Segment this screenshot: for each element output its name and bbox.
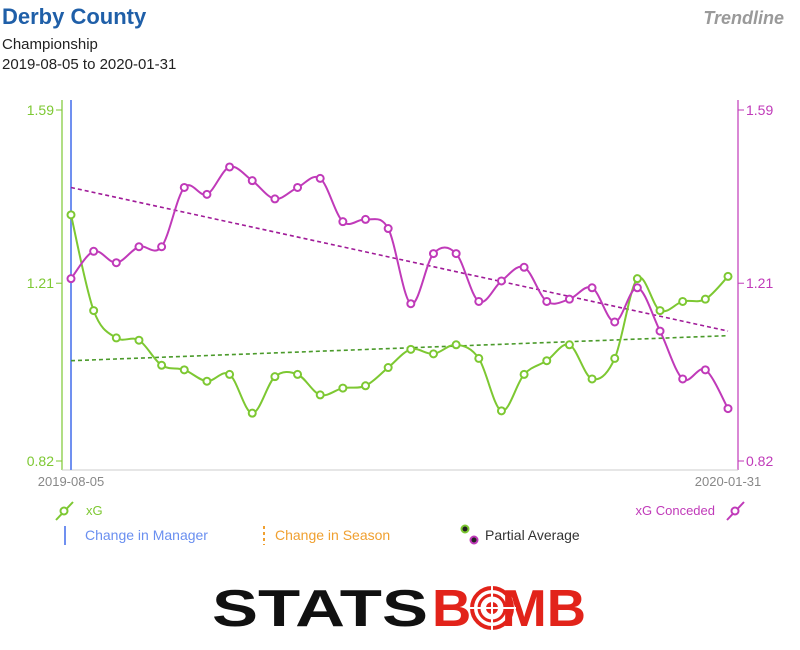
- xg-conceded-point[interactable]: [542, 296, 552, 306]
- xg-conceded-point[interactable]: [655, 326, 665, 336]
- partial-average-icon-green: [460, 524, 470, 534]
- xg-conceded-point[interactable]: [723, 404, 733, 414]
- statsbomb-logo: STATS B MB: [212, 580, 586, 634]
- xg-conceded-legend-marker: [730, 506, 740, 516]
- xg-conceded-point[interactable]: [632, 283, 642, 293]
- legend-xg[interactable]: xG: [55, 501, 103, 521]
- svg-text:STATS: STATS: [212, 580, 428, 634]
- xg-line: [70, 214, 729, 415]
- date-range-label: 2019-08-05 to 2020-01-31: [2, 56, 177, 73]
- xg-conceded-point[interactable]: [270, 194, 280, 204]
- xg-point[interactable]: [587, 374, 597, 384]
- xg-point[interactable]: [474, 353, 484, 363]
- xg-point[interactable]: [383, 363, 393, 373]
- partial-average-icon-purple: [469, 535, 479, 545]
- legend-change-manager[interactable]: Change in Manager: [64, 526, 208, 545]
- xg-conceded-point[interactable]: [202, 189, 212, 199]
- xg-conceded-point[interactable]: [66, 274, 76, 284]
- left-tick-label: 1.59: [27, 102, 54, 118]
- xg-conceded-point[interactable]: [496, 276, 506, 286]
- xg-conceded-trendline: [70, 186, 729, 332]
- xg-point[interactable]: [678, 296, 688, 306]
- xg-point[interactable]: [564, 340, 574, 350]
- xg-point[interactable]: [451, 340, 461, 350]
- xg-trendline: [70, 334, 729, 362]
- xg-conceded-point[interactable]: [678, 374, 688, 384]
- xg-conceded-point[interactable]: [247, 176, 257, 186]
- xg-point[interactable]: [610, 353, 620, 363]
- xg-point[interactable]: [134, 335, 144, 345]
- xg-point[interactable]: [179, 365, 189, 375]
- xg-point[interactable]: [519, 369, 529, 379]
- xg-conceded-legend-label: xG Conceded: [636, 503, 716, 518]
- target-o-icon: [468, 584, 516, 632]
- xg-point[interactable]: [338, 383, 348, 393]
- xg-conceded-point[interactable]: [519, 262, 529, 272]
- xg-conceded-point[interactable]: [338, 217, 348, 227]
- xg-conceded-point[interactable]: [383, 224, 393, 234]
- xg-conceded-point[interactable]: [157, 242, 167, 252]
- right-tick-label: 1.21: [746, 275, 773, 291]
- xg-conceded-point[interactable]: [361, 214, 371, 224]
- xg-point[interactable]: [293, 369, 303, 379]
- partial-average-label: Partial Average: [485, 527, 580, 543]
- xg-conceded-point[interactable]: [428, 249, 438, 259]
- xg-conceded-point[interactable]: [225, 162, 235, 172]
- xg-point[interactable]: [247, 408, 257, 418]
- xg-conceded-point[interactable]: [315, 173, 325, 183]
- xg-point[interactable]: [157, 360, 167, 370]
- xg-point[interactable]: [361, 381, 371, 391]
- right-tick-label: 1.59: [746, 102, 773, 118]
- xg-conceded-point[interactable]: [587, 283, 597, 293]
- xg-point[interactable]: [700, 294, 710, 304]
- left-tick-label: 1.21: [27, 275, 54, 291]
- xg-point[interactable]: [111, 333, 121, 343]
- x-end-label: 2020-01-31: [695, 474, 762, 489]
- manager-legend-label: Change in Manager: [85, 527, 208, 543]
- xg-conceded-point[interactable]: [293, 182, 303, 192]
- competition-label: Championship: [2, 36, 98, 53]
- season-legend-label: Change in Season: [275, 527, 390, 543]
- legend-xg-conceded[interactable]: xG Conceded: [636, 501, 745, 521]
- xg-point[interactable]: [89, 306, 99, 316]
- xg-conceded-point[interactable]: [700, 365, 710, 375]
- legend-change-season[interactable]: Change in Season: [263, 526, 390, 545]
- left-tick-label: 0.82: [27, 453, 54, 469]
- xg-conceded-point[interactable]: [179, 182, 189, 192]
- legend-partial-average[interactable]: Partial Average: [460, 524, 580, 545]
- xg-conceded-point[interactable]: [451, 249, 461, 259]
- right-tick-label: 0.82: [746, 453, 773, 469]
- xg-conceded-point[interactable]: [406, 299, 416, 309]
- xg-point[interactable]: [428, 349, 438, 359]
- xg-conceded-point[interactable]: [564, 294, 574, 304]
- xg-point[interactable]: [655, 306, 665, 316]
- xg-conceded-point[interactable]: [89, 246, 99, 256]
- xg-conceded-point[interactable]: [111, 258, 121, 268]
- xg-point[interactable]: [225, 369, 235, 379]
- xg-point[interactable]: [66, 210, 76, 220]
- xg-point[interactable]: [723, 271, 733, 281]
- xg-conceded-point[interactable]: [134, 242, 144, 252]
- xg-point[interactable]: [270, 372, 280, 382]
- xg-conceded-point[interactable]: [474, 296, 484, 306]
- xg-point[interactable]: [632, 274, 642, 284]
- xg-point[interactable]: [496, 406, 506, 416]
- xg-conceded-line: [70, 165, 729, 410]
- team-title: Derby County: [2, 4, 147, 29]
- xg-legend-label: xG: [86, 503, 103, 518]
- trendline-mode-label[interactable]: Trendline: [703, 8, 784, 28]
- xg-point[interactable]: [315, 390, 325, 400]
- x-start-label: 2019-08-05: [38, 474, 105, 489]
- xg-conceded-point[interactable]: [610, 317, 620, 327]
- xg-point[interactable]: [542, 356, 552, 366]
- xg-legend-marker: [59, 506, 69, 516]
- xg-point[interactable]: [202, 376, 212, 386]
- xg-point[interactable]: [406, 344, 416, 354]
